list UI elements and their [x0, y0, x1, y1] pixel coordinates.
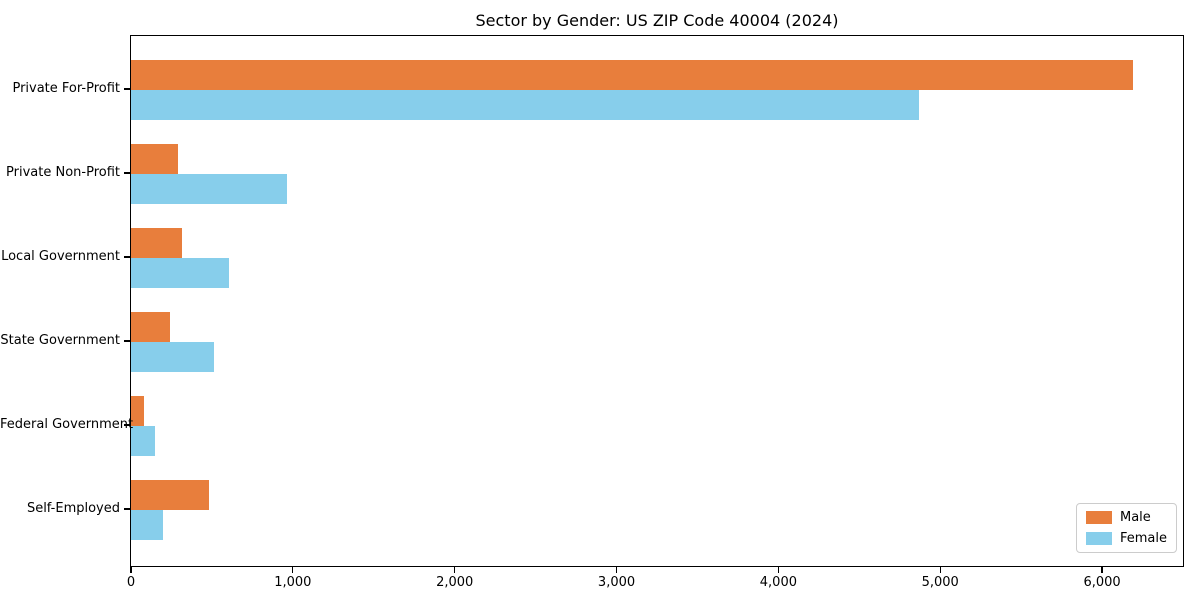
category-label-federal-government: Federal Government	[0, 417, 134, 432]
bar-male-state-government	[131, 312, 170, 342]
y-tick	[124, 88, 130, 90]
category-label-state-government: State Government	[0, 333, 120, 348]
bar-female-federal-government	[131, 426, 155, 456]
category-label-self-employed: Self-Employed	[26, 501, 120, 516]
category-label-local-government: Local Government	[1, 249, 120, 264]
legend-swatch-female	[1085, 532, 1112, 545]
x-tick-label: 3,000	[597, 575, 636, 590]
plot-area: Male Female	[130, 35, 1184, 567]
x-tick-label: 0	[126, 575, 136, 590]
x-tick	[292, 567, 294, 573]
y-tick	[124, 340, 130, 342]
legend-item-female: Female	[1085, 531, 1167, 546]
category-label-private-non-profit: Private Non-Profit	[6, 165, 120, 180]
x-tick-label: 6,000	[1083, 575, 1121, 590]
chart-title: Sector by Gender: US ZIP Code 40004 (202…	[475, 11, 839, 30]
x-tick-label: 4,000	[759, 575, 797, 590]
x-tick	[1101, 567, 1103, 573]
bar-female-local-government	[131, 258, 229, 288]
legend-label-female: Female	[1119, 531, 1167, 546]
x-tick-label: 1,000	[274, 575, 312, 590]
y-tick	[124, 424, 130, 426]
bar-female-private-for-profit	[131, 90, 920, 120]
legend-swatch-male	[1085, 511, 1112, 524]
bar-female-state-government	[131, 342, 215, 372]
y-tick	[124, 508, 130, 510]
x-tick	[777, 567, 779, 573]
x-tick	[130, 567, 132, 573]
x-tick-label: 2,000	[436, 575, 474, 590]
legend: Male Female	[1075, 503, 1177, 553]
legend-item-male: Male	[1085, 510, 1167, 525]
bar-female-private-non-profit	[131, 174, 288, 204]
legend-label-male: Male	[1119, 510, 1151, 525]
x-tick	[939, 567, 941, 573]
y-tick	[124, 256, 130, 258]
bar-female-self-employed	[131, 510, 164, 540]
x-tick-label: 5,000	[921, 575, 959, 590]
bar-male-private-for-profit	[131, 60, 1133, 90]
category-label-private-for-profit: Private For-Profit	[12, 81, 120, 96]
x-tick	[454, 567, 456, 573]
bar-male-private-non-profit	[131, 144, 178, 174]
y-tick	[124, 172, 130, 174]
x-tick	[615, 567, 618, 573]
bar-male-self-employed	[131, 480, 209, 510]
bar-male-federal-government	[131, 396, 144, 426]
bar-male-local-government	[131, 228, 182, 258]
